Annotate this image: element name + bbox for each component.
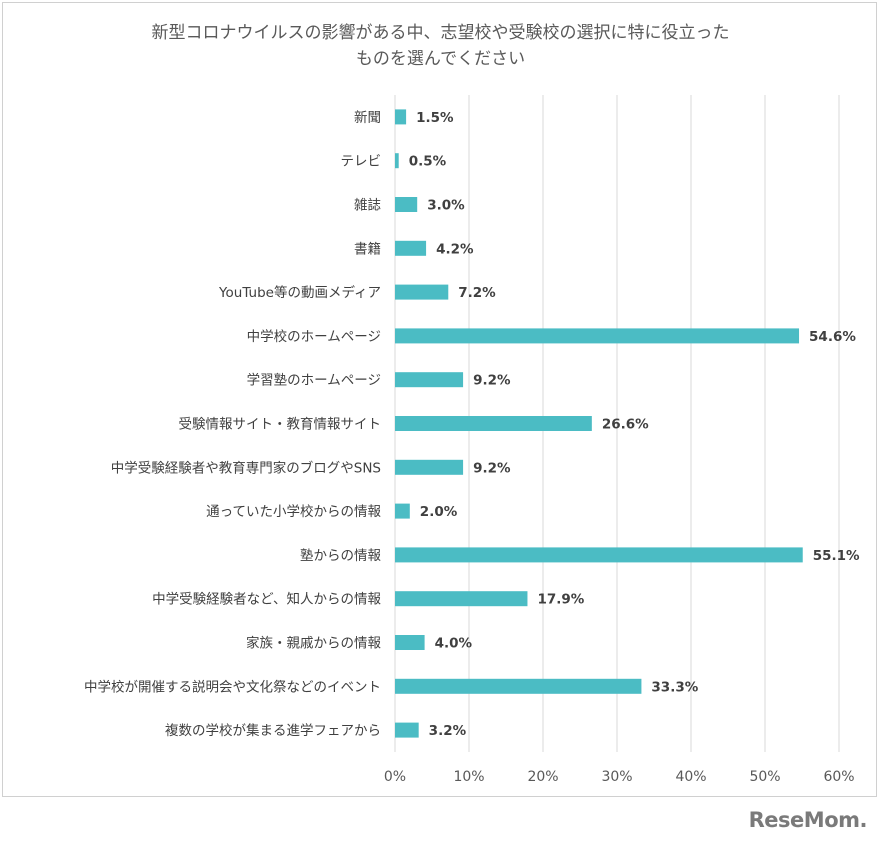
value-label: 7.2% <box>458 285 496 301</box>
bar <box>395 591 528 607</box>
x-tick-label: 20% <box>527 769 558 785</box>
value-label: 4.2% <box>436 241 474 257</box>
chart-title-line1: 新型コロナウイルスの影響がある中、志望校や受験校の選択に特に役立った <box>151 23 730 43</box>
bar <box>395 678 642 694</box>
bar <box>395 109 407 125</box>
category-label: 新聞 <box>354 110 381 126</box>
category-label: 学習塾のホームページ <box>247 373 381 389</box>
category-label: YouTube等の動画メディア <box>218 284 381 301</box>
bar <box>395 153 399 169</box>
value-label: 54.6% <box>809 329 856 345</box>
value-label: 33.3% <box>651 679 698 695</box>
value-label: 17.9% <box>537 592 584 608</box>
value-label: 3.2% <box>429 723 467 739</box>
x-tick-label: 50% <box>749 769 780 785</box>
logo-text: ReseMom <box>748 808 860 832</box>
value-label: 9.2% <box>473 460 511 476</box>
value-label: 26.6% <box>602 417 649 433</box>
category-label: 雑誌 <box>354 198 381 214</box>
category-label: 受験情報サイト・教育情報サイト <box>179 417 382 433</box>
bar <box>395 635 425 650</box>
x-tick-label: 60% <box>823 769 854 785</box>
x-tick-label: 0% <box>384 769 406 785</box>
bar-chart: 0% 10% 20% 30% 40% 50% 60% 新聞 1.5% テレビ 0.5% 雑誌 3.0% 書… <box>84 95 860 785</box>
category-label: 複数の学校が集まる進学フェアから <box>165 722 381 739</box>
x-tick-label: 40% <box>675 769 706 785</box>
value-label: 55.1% <box>813 548 860 564</box>
bar <box>395 547 803 563</box>
category-label: 中学校が開催する説明会や文化祭などのイベント <box>84 678 381 695</box>
chart-frame <box>2 2 877 797</box>
category-label: 中学受験経験者や教育専門家のブログやSNS <box>111 459 381 476</box>
category-label: 塾からの情報 <box>300 548 381 564</box>
bar <box>395 503 410 519</box>
bar <box>395 459 464 475</box>
value-label: 9.2% <box>473 373 511 389</box>
bar <box>395 240 427 256</box>
bar <box>395 416 592 431</box>
bar <box>395 372 464 388</box>
bar <box>395 197 418 212</box>
bar <box>395 328 800 344</box>
category-label: 家族・親戚からの情報 <box>246 635 381 652</box>
value-label: 0.5% <box>409 154 447 170</box>
resemom-logo: ReseMom. <box>748 808 868 832</box>
logo-dot: . <box>859 808 868 832</box>
value-label: 1.5% <box>416 110 454 126</box>
bar <box>395 722 419 738</box>
category-label: 書籍 <box>354 240 381 257</box>
x-tick-label: 30% <box>601 769 632 785</box>
category-label: 中学受験経験者など、知人からの情報 <box>152 591 381 608</box>
category-label: 中学校のホームページ <box>247 328 381 345</box>
value-label: 2.0% <box>420 504 458 520</box>
category-label: テレビ <box>341 154 382 170</box>
value-label: 4.0% <box>435 636 473 652</box>
bar <box>395 284 449 300</box>
category-label: 通っていた小学校からの情報 <box>206 503 381 520</box>
value-label: 3.0% <box>427 198 465 214</box>
chart-title-line2: ものを選んでください <box>355 49 526 69</box>
x-tick-label: 10% <box>453 769 484 785</box>
